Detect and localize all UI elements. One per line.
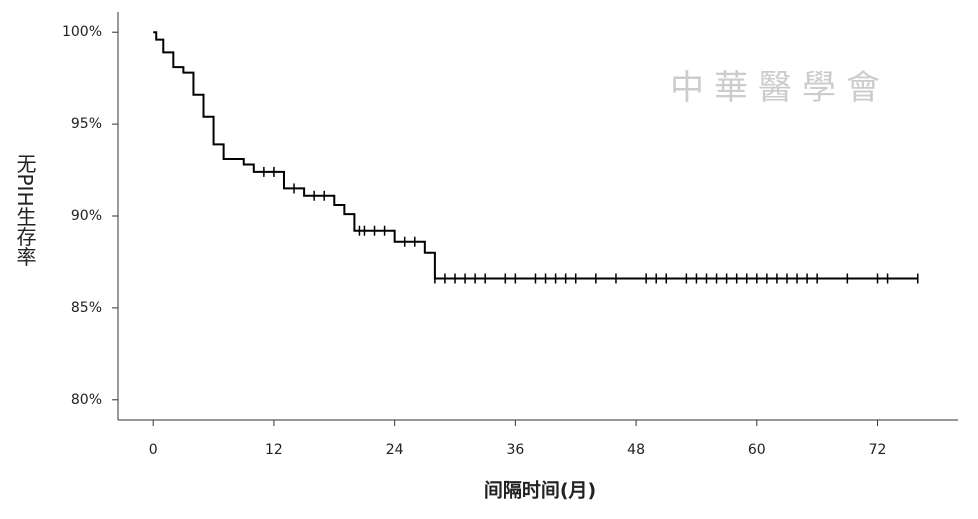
- y-tick-label: 90%: [71, 208, 102, 224]
- x-tick-label: 24: [386, 442, 404, 458]
- survival-curve: [153, 31, 918, 280]
- x-axis-label: 间隔时间(月): [484, 480, 596, 502]
- y-tick-label: 100%: [62, 24, 102, 40]
- x-tick-label: 60: [748, 442, 766, 458]
- y-axis-label: 无PIH生存率: [13, 154, 37, 267]
- x-tick-label: 0: [149, 442, 158, 458]
- x-tick-label: 12: [265, 442, 283, 458]
- x-tick-label: 48: [627, 442, 645, 458]
- x-tick-label: 36: [506, 442, 524, 458]
- y-tick-label: 95%: [71, 116, 102, 132]
- y-tick-label: 80%: [71, 392, 102, 408]
- y-tick-label: 85%: [71, 300, 102, 316]
- x-tick-label: 72: [869, 442, 887, 458]
- watermark: 中華醫學會: [670, 68, 890, 108]
